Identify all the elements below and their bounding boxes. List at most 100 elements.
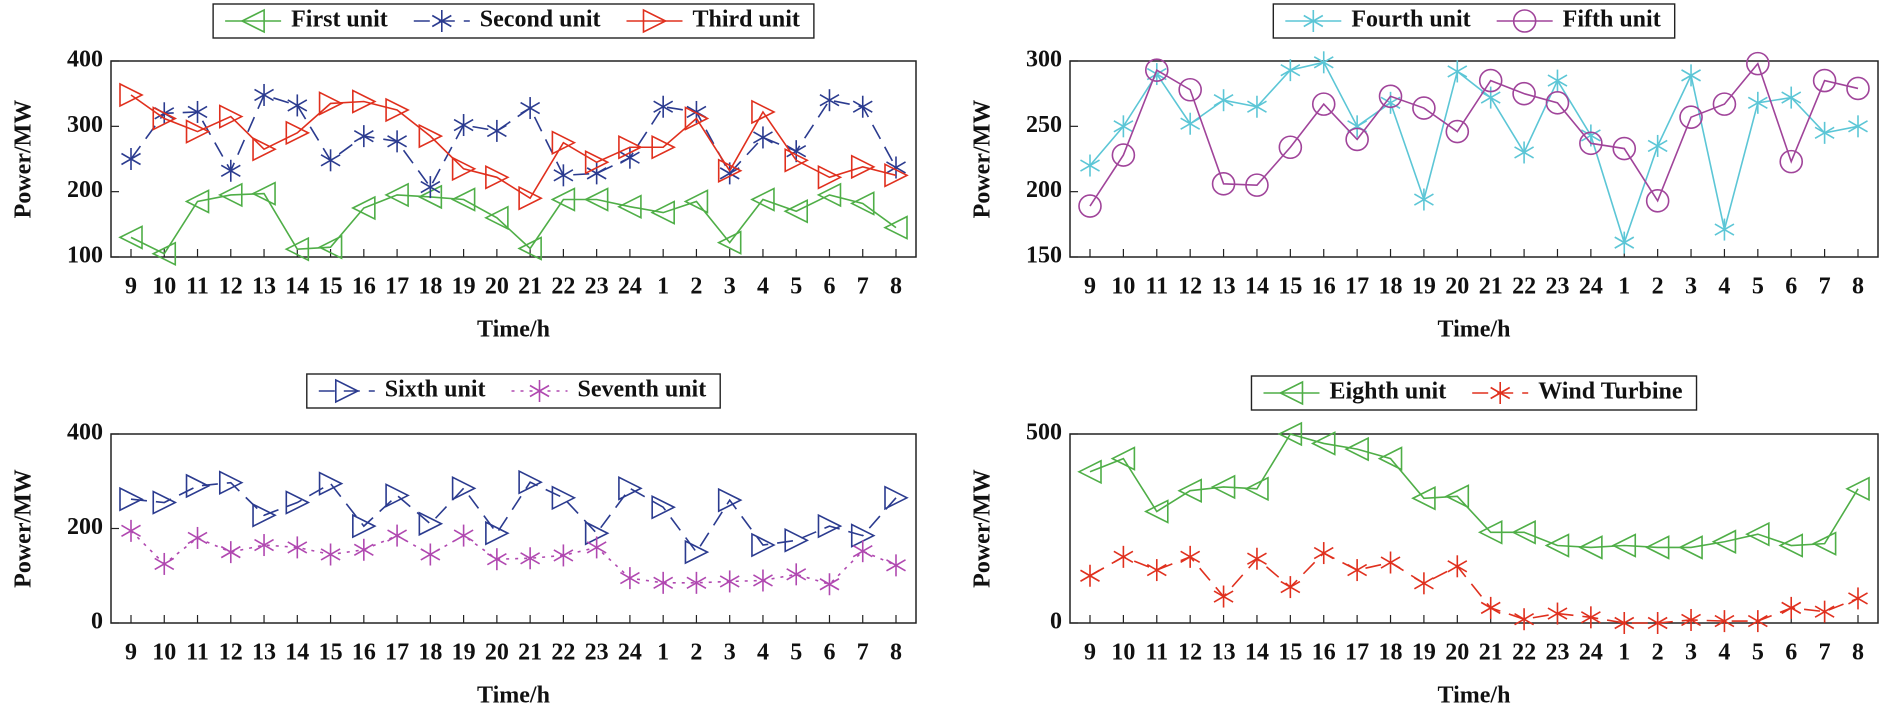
x-tick-label: 13 (1212, 640, 1236, 666)
marker-stroke (553, 549, 574, 562)
x-tick-label: 24 (618, 274, 642, 300)
marker (352, 89, 377, 114)
marker (816, 182, 842, 208)
marker (784, 528, 810, 553)
series-line (1089, 61, 1859, 207)
marker (1781, 86, 1802, 109)
marker (284, 236, 310, 262)
x-tick-label: 5 (790, 640, 802, 666)
x-tick-label: 5 (1752, 274, 1764, 300)
x-tick-label: 11 (186, 274, 209, 300)
marker (719, 570, 740, 593)
x-tick-label: 19 (1412, 274, 1436, 300)
marker-stroke (753, 131, 773, 144)
x-tick-label: 23 (585, 640, 609, 666)
marker (1714, 218, 1735, 241)
marker (817, 164, 843, 190)
marker (518, 469, 543, 495)
marker (584, 149, 610, 175)
marker (684, 539, 710, 565)
marker (485, 164, 510, 190)
x-tick-label: 16 (352, 274, 376, 300)
series-line (130, 192, 897, 255)
marker (285, 120, 311, 146)
marker (387, 524, 408, 547)
marker-stroke (1747, 96, 1768, 110)
x-tick-label: 8 (1852, 640, 1864, 666)
marker (484, 205, 509, 231)
marker (1078, 194, 1102, 218)
marker (1280, 576, 1301, 599)
marker-stroke (1681, 613, 1701, 627)
marker (750, 187, 775, 212)
marker-stroke (1490, 386, 1511, 400)
x-tick-label: 4 (1718, 640, 1730, 666)
marker-stroke (1146, 563, 1167, 577)
marker (353, 538, 374, 561)
marker (1614, 231, 1635, 254)
marker-stroke (1781, 601, 1802, 615)
marker (318, 91, 344, 116)
marker (817, 513, 843, 539)
marker (1778, 533, 1804, 558)
marker (1380, 551, 1401, 574)
marker (1213, 585, 1234, 608)
marker (453, 114, 474, 137)
marker-stroke (1848, 592, 1868, 605)
marker-stroke (529, 384, 550, 398)
marker (384, 182, 409, 208)
marker (1746, 51, 1770, 76)
marker (185, 473, 211, 499)
x-tick-label: 7 (1819, 274, 1831, 300)
marker (318, 471, 344, 496)
marker (619, 146, 640, 169)
marker-stroke (886, 161, 906, 174)
marker (1611, 533, 1637, 558)
marker (353, 125, 374, 148)
y-tick-label: 200 (1026, 177, 1062, 203)
x-tick-label: 15 (1278, 640, 1302, 666)
legend-label: Second unit (480, 7, 601, 33)
x-tick-label: 1 (1618, 640, 1630, 666)
marker (651, 494, 676, 520)
marker (1814, 600, 1835, 623)
marker (618, 134, 643, 160)
marker-stroke (1848, 120, 1868, 133)
x-tick-label: 9 (1084, 640, 1096, 666)
marker (1547, 602, 1568, 625)
marker (751, 99, 776, 125)
marker-stroke (1247, 552, 1267, 565)
marker (653, 571, 674, 594)
marker (385, 97, 410, 123)
x-tick-label: 3 (724, 640, 736, 666)
marker (1779, 149, 1804, 174)
marker (152, 106, 178, 131)
marker-stroke (1380, 556, 1401, 569)
marker (886, 554, 906, 577)
y-tick-label: 300 (67, 112, 103, 138)
x-tick-label: 14 (285, 640, 309, 666)
legend-label: Fourth unit (1351, 7, 1470, 33)
x-tick-label: 22 (551, 274, 575, 300)
x-tick-label: 21 (1479, 640, 1503, 666)
x-tick-label: 15 (1278, 274, 1302, 300)
marker (1210, 474, 1236, 500)
marker (717, 487, 743, 513)
marker (351, 195, 376, 221)
marker (1579, 131, 1603, 156)
marker-stroke (1303, 14, 1324, 28)
marker (1745, 521, 1770, 547)
legend-box (306, 373, 721, 409)
x-tick-label: 21 (518, 274, 542, 300)
x-tick-label: 18 (418, 640, 442, 666)
marker (1580, 606, 1601, 629)
plot-area (1069, 60, 1879, 258)
marker-stroke (1580, 611, 1601, 624)
x-tick-label: 13 (252, 274, 276, 300)
x-tick-label: 10 (152, 274, 176, 300)
x-tick-label: 4 (757, 640, 769, 666)
legend: Fourth unit Fifth unit (1272, 3, 1676, 39)
x-tick-label: 11 (186, 640, 209, 666)
marker (387, 130, 408, 153)
marker (1681, 608, 1701, 631)
